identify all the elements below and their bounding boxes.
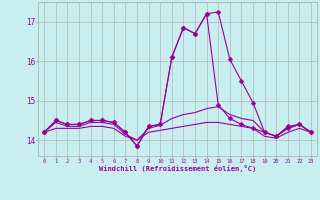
X-axis label: Windchill (Refroidissement éolien,°C): Windchill (Refroidissement éolien,°C): [99, 165, 256, 172]
